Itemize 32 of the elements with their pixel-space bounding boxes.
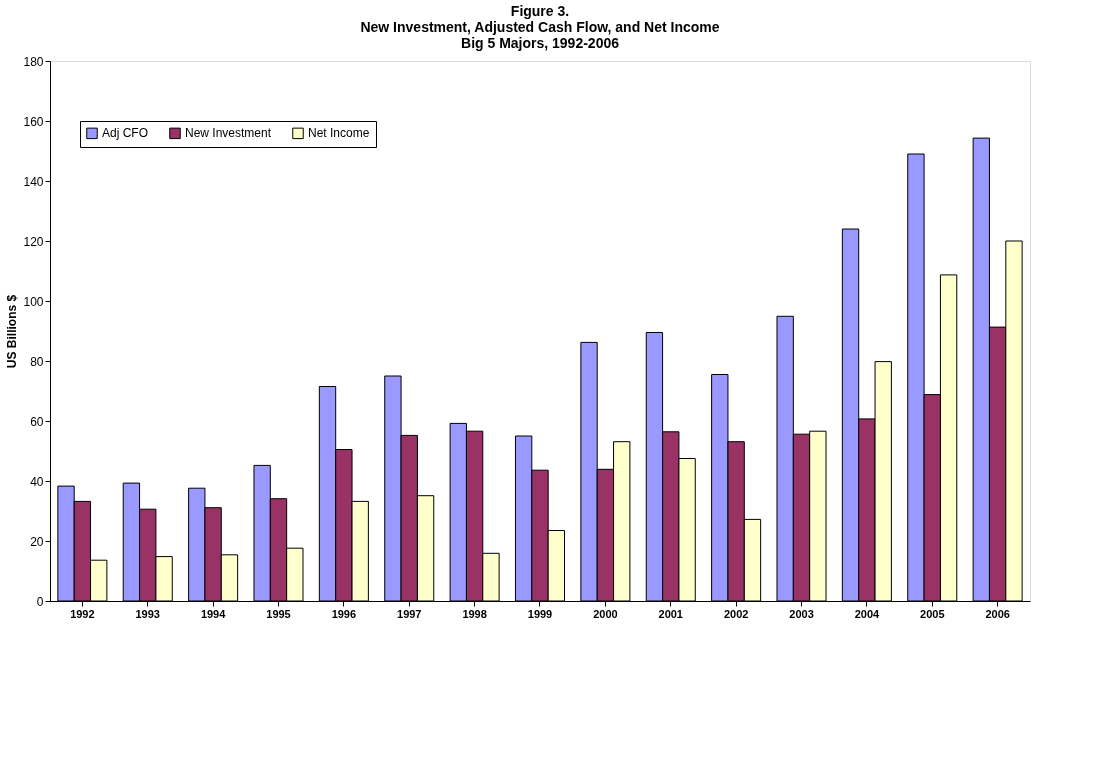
text: Figure 3. bbox=[510, 3, 570, 19]
y-tick-label: 180 bbox=[23, 54, 44, 69]
text: New Investment, Adjusted Cash Flow, and Net Income bbox=[360, 19, 720, 35]
x-tick-label: 1996 bbox=[331, 607, 357, 620]
y-tick-label: 0 bbox=[36, 594, 44, 609]
legend-label: New Investment bbox=[185, 126, 272, 141]
y-tick-label: 40 bbox=[30, 474, 44, 489]
y-tick-label: 60 bbox=[30, 414, 44, 429]
x-tick-label: 1998 bbox=[462, 607, 487, 620]
y-tick-label: 80 bbox=[30, 354, 44, 369]
y-tick-label: 100 bbox=[23, 294, 44, 309]
x-tick-label: 1999 bbox=[527, 607, 553, 620]
x-tick-label: 1994 bbox=[200, 607, 227, 620]
x-tick-label: 2005 bbox=[920, 607, 945, 620]
x-tick-label: 1997 bbox=[397, 607, 422, 620]
x-tick-label: 1995 bbox=[266, 607, 291, 620]
y-axis-title: US Billions $ bbox=[5, 294, 20, 369]
y-tick-label: 20 bbox=[30, 534, 44, 549]
x-tick-label: 1992 bbox=[70, 607, 95, 620]
x-tick-label: 2001 bbox=[658, 607, 683, 620]
x-tick-label: 2002 bbox=[723, 607, 749, 620]
x-tick-label: 2000 bbox=[593, 607, 618, 620]
y-tick-label: 120 bbox=[23, 234, 44, 249]
legend-label: Adj CFO bbox=[102, 126, 149, 141]
x-tick-label: 1993 bbox=[135, 607, 160, 620]
y-tick-label: 140 bbox=[23, 174, 44, 189]
x-tick-label: 2006 bbox=[985, 607, 1010, 620]
text: Big 5 Majors, 1992-2006 bbox=[461, 35, 619, 51]
legend-label: Net Income bbox=[308, 126, 370, 141]
x-tick-label: 2004 bbox=[854, 607, 880, 620]
y-tick-label: 160 bbox=[23, 114, 44, 129]
x-tick-label: 2003 bbox=[789, 607, 814, 620]
